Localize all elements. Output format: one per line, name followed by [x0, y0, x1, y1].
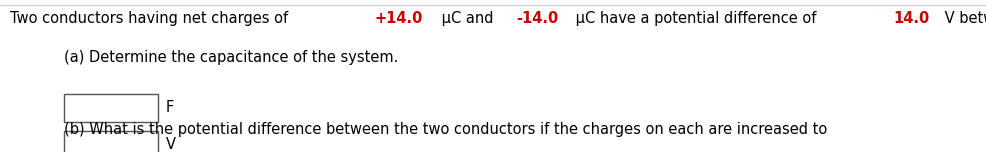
- Text: -14.0: -14.0: [516, 11, 558, 26]
- Text: μC and: μC and: [437, 11, 498, 26]
- Text: 14.0: 14.0: [893, 11, 930, 26]
- FancyBboxPatch shape: [64, 131, 158, 152]
- Text: V between them.: V between them.: [940, 11, 986, 26]
- Text: F: F: [166, 100, 174, 115]
- Text: +14.0: +14.0: [375, 11, 423, 26]
- Text: (b) What is the potential difference between the two conductors if the charges o: (b) What is the potential difference bet…: [64, 122, 832, 137]
- Text: V: V: [166, 137, 176, 152]
- FancyBboxPatch shape: [64, 94, 158, 122]
- Text: (a) Determine the capacitance of the system.: (a) Determine the capacitance of the sys…: [64, 50, 398, 65]
- Text: Two conductors having net charges of: Two conductors having net charges of: [10, 11, 293, 26]
- Text: μC have a potential difference of: μC have a potential difference of: [571, 11, 820, 26]
